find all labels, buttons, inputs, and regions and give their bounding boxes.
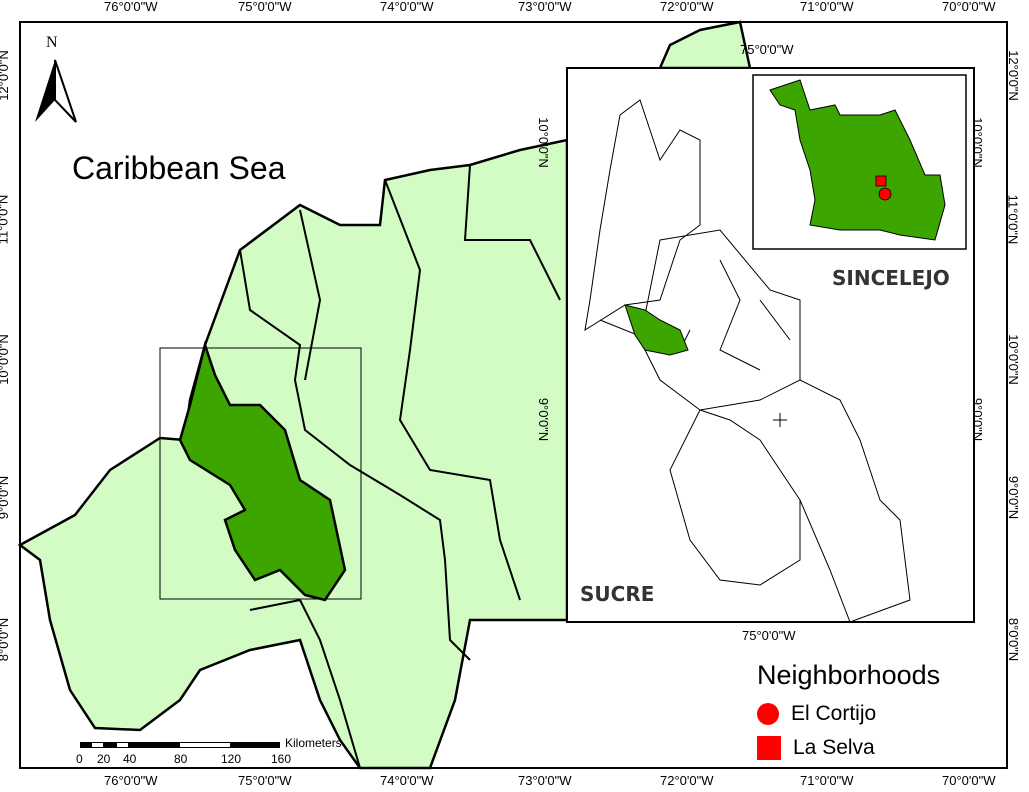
bottom-lon-label: 71°0'0"W — [800, 773, 854, 788]
scale-unit: Kilometers — [285, 736, 342, 750]
top-lon-label: 73°0'0"W — [518, 0, 572, 14]
legend-item-el-cortijo: El Cortijo — [757, 702, 876, 726]
el-cortijo-marker[interactable] — [878, 187, 892, 201]
bottom-lon-label: 74°0'0"W — [380, 773, 434, 788]
land-region-north — [658, 20, 752, 70]
inset-municipalities — [584, 99, 911, 623]
right-lat-label: 10°0'0"N — [1005, 334, 1021, 385]
left-lat-label: 8°0'0"N — [0, 617, 12, 662]
inset-right-lat-label: 9°0'0"N — [970, 397, 986, 442]
left-lat-label: 12°0'0"N — [0, 50, 11, 101]
scale-tick: 40 — [123, 752, 137, 766]
top-lon-label: 71°0'0"W — [800, 0, 854, 14]
legend-label: La Selva — [793, 736, 875, 759]
inset-left-lat-label: 9°0'0"N — [536, 397, 552, 442]
legend-label: El Cortijo — [791, 702, 877, 725]
inset-bottom-lon-label: 75°0'0"W — [742, 628, 796, 643]
right-lat-label: 9°0'0"N — [1006, 475, 1022, 520]
bottom-lon-label: 76°0'0"W — [104, 773, 158, 788]
top-lon-label: 74°0'0"W — [380, 0, 434, 14]
admin-borders — [19, 164, 561, 769]
right-lat-label: 8°0'0"N — [1006, 617, 1022, 662]
highlight-region-sucre — [178, 340, 347, 602]
inset-highlight-sincelejo — [624, 304, 689, 356]
north-arrow-icon-right — [54, 59, 77, 123]
legend-title: Neighborhoods — [757, 660, 941, 690]
top-lon-label: 75°0'0"W — [238, 0, 292, 14]
sucre-label: SUCRE — [580, 582, 655, 606]
scale-tick: 120 — [221, 752, 242, 766]
square-marker-icon — [757, 736, 781, 760]
scale-tick: 80 — [174, 752, 188, 766]
map-frame — [19, 21, 1008, 769]
bottom-lon-label: 75°0'0"W — [238, 773, 292, 788]
scale-tick: 0 — [76, 752, 83, 766]
left-lat-label: 11°0'0"N — [0, 194, 11, 245]
la-selva-marker[interactable] — [875, 175, 887, 187]
sea-label: Caribbean Sea — [72, 150, 286, 186]
inset-right-lat-label: 10°0'0"N — [969, 117, 985, 168]
inset-extent-box — [159, 347, 362, 600]
bottom-lon-label: 72°0'0"W — [660, 773, 714, 788]
top-lon-label: 70°0'0"W — [942, 0, 996, 14]
north-label: N — [46, 34, 58, 51]
inset-top-lon-label: 75°0'0"W — [740, 42, 794, 57]
sincelejo-label: SINCELEJO — [832, 266, 950, 290]
top-lon-label: 76°0'0"W — [104, 0, 158, 14]
inset-left-lat-label: 10°0'0"N — [535, 117, 551, 168]
left-lat-label: 9°0'0"N — [0, 475, 12, 520]
scale-bar — [80, 742, 280, 748]
right-lat-label: 12°0'0"N — [1005, 50, 1021, 101]
sub-inset-highlight-sincelejo — [769, 79, 946, 241]
bottom-lon-label: 73°0'0"W — [518, 773, 572, 788]
left-lat-label: 10°0'0"N — [0, 334, 11, 385]
right-lat-label: 11°0'0"N — [1005, 194, 1021, 245]
circle-marker-icon — [757, 703, 779, 725]
scale-tick: 20 — [97, 752, 111, 766]
legend-item-la-selva: La Selva — [757, 736, 875, 760]
bottom-lon-label: 70°0'0"W — [942, 773, 996, 788]
scale-tick: 160 — [271, 752, 292, 766]
north-arrow-icon — [35, 60, 55, 122]
top-lon-label: 72°0'0"W — [660, 0, 714, 14]
